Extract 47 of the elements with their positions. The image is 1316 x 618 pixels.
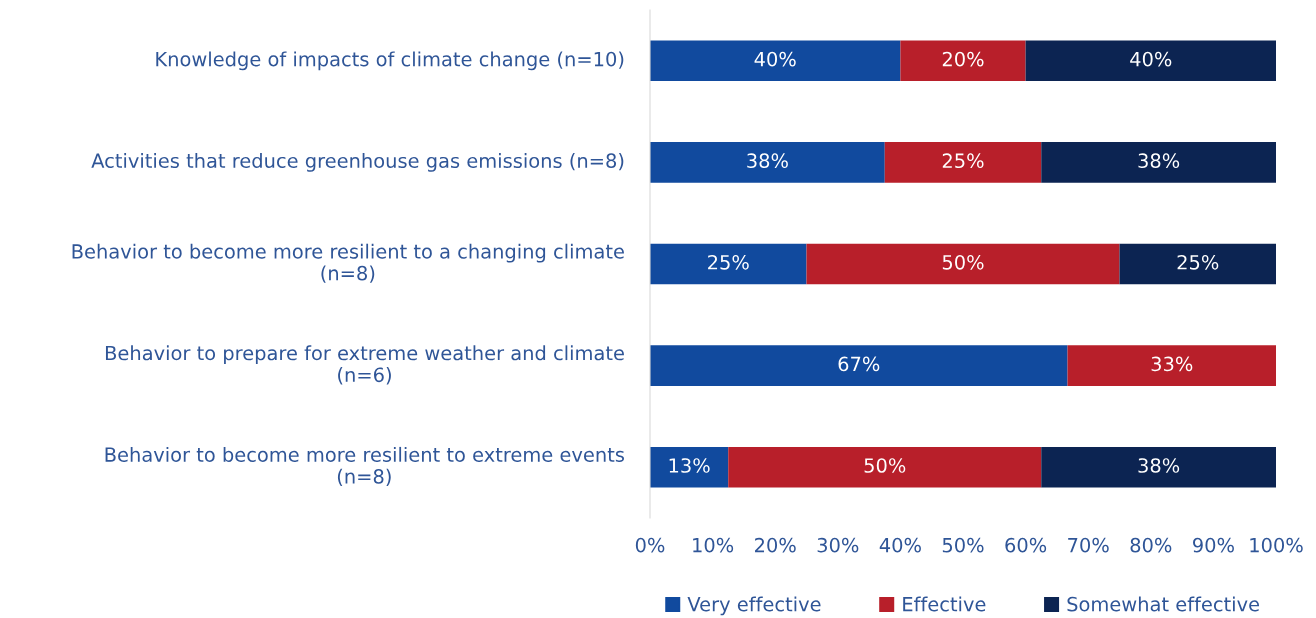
x-tick-label: 100% xyxy=(1250,537,1303,553)
y-tick-label: Knowledge of impacts of climate change (n=10) xyxy=(156,51,624,71)
bar xyxy=(1041,142,1276,183)
x-tick-label: 70% xyxy=(1068,537,1109,553)
x-tick-label: 0% xyxy=(635,537,665,553)
bar xyxy=(1041,446,1276,488)
legend-label: Somewhat effective xyxy=(1067,596,1260,612)
bar xyxy=(650,142,885,183)
data-label: 33% xyxy=(1151,356,1193,372)
data-label: 40% xyxy=(1130,51,1172,67)
data-label: 40% xyxy=(754,51,796,67)
data-label: 25% xyxy=(708,254,749,270)
x-tick-label: 90% xyxy=(1193,537,1234,553)
x-tick-label: 50% xyxy=(942,537,984,553)
legend-label: Very effective xyxy=(687,596,821,616)
data-label: 38% xyxy=(1138,458,1180,473)
bar xyxy=(1119,243,1276,285)
data-label: 20% xyxy=(942,51,984,67)
x-tick-label: 60% xyxy=(1005,537,1047,553)
bar xyxy=(900,40,1026,82)
data-label: 50% xyxy=(864,458,906,473)
data-label: 25% xyxy=(1177,254,1219,270)
bar xyxy=(650,345,1068,386)
bar xyxy=(728,446,1042,488)
data-label: 50% xyxy=(942,254,984,270)
bar xyxy=(1067,345,1276,386)
y-tick-label: Behavior to become more resilient to extreme events (n=8) xyxy=(105,446,625,487)
data-label: 67% xyxy=(838,356,880,372)
x-tick-label: 20% xyxy=(755,537,796,553)
data-label: 13% xyxy=(669,458,710,473)
legend-label: Effective xyxy=(903,596,986,612)
data-label: 38% xyxy=(1138,153,1180,169)
x-tick-label: 10% xyxy=(693,537,734,553)
x-tick-label: 80% xyxy=(1130,537,1172,553)
y-tick-label: Activities that reduce greenhouse gas emissions (n=8) xyxy=(91,152,624,172)
bar xyxy=(1025,40,1276,82)
data-label: 38% xyxy=(747,153,788,169)
bar xyxy=(650,40,901,82)
x-tick-label: 40% xyxy=(879,537,921,553)
bar xyxy=(806,243,1120,285)
bar xyxy=(650,446,729,488)
data-label: 25% xyxy=(942,153,984,169)
bar xyxy=(884,142,1042,183)
x-tick-label: 30% xyxy=(817,537,859,553)
y-tick-label: Behavior to become more resilient to a changing climate (n=8) xyxy=(72,243,624,283)
bar xyxy=(650,243,807,285)
y-tick-label: Behavior to prepare for extreme weather and climate (n=6) xyxy=(105,345,624,385)
